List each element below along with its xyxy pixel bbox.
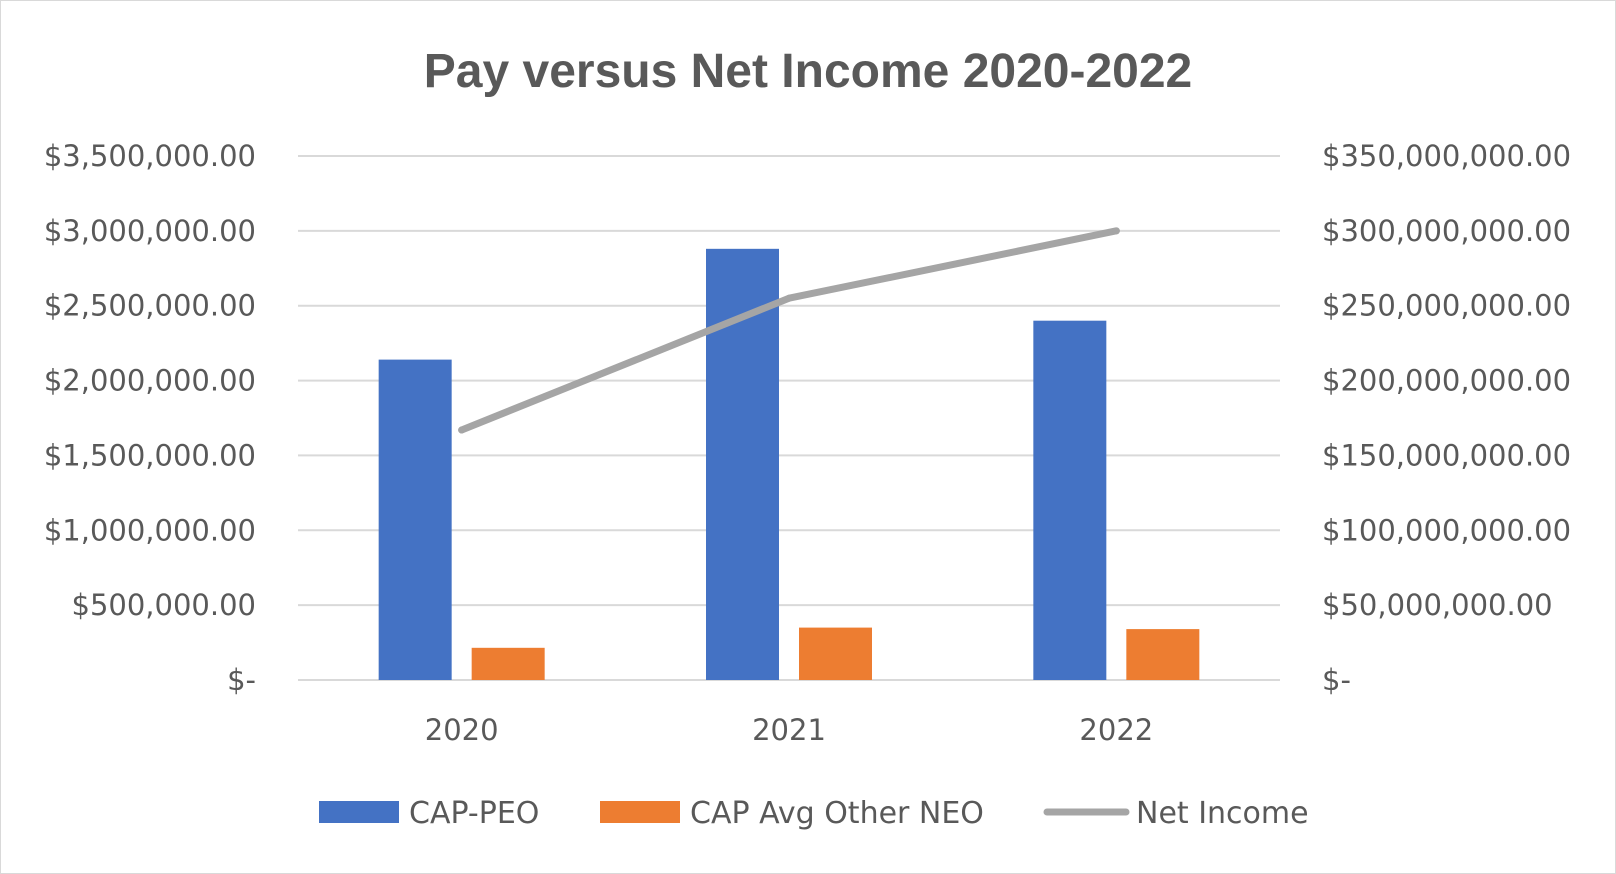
left-axis-tick-label: $3,500,000.00 [44,139,256,173]
left-axis-tick-label: $3,000,000.00 [44,214,256,248]
line-point-2020 [458,426,466,434]
bars [378,248,1200,680]
legend: CAP-PEO CAP Avg Other NEO Net Income [319,796,1309,831]
x-axis-ticks: 2020 2021 2022 [425,713,1153,747]
legend-key-cap-peo [319,801,399,823]
left-axis-tick-label: $500,000.00 [72,588,257,622]
left-axis-tick-label: $1,000,000.00 [44,513,256,547]
legend-label-cap-avg-other-neo: CAP Avg Other NEO [690,796,984,831]
right-axis-tick-label: $50,000,000.00 [1322,588,1553,622]
x-axis-tick-label: 2020 [425,713,499,747]
right-axis-tick-label: $100,000,000.00 [1322,513,1571,547]
right-axis-tick-label: $- [1322,663,1351,697]
left-axis-tick-label: $- [227,663,256,697]
left-axis-tick-label: $1,500,000.00 [44,438,256,472]
bar-cap-peo-2020 [378,359,452,680]
right-axis-tick-label: $350,000,000.00 [1322,139,1571,173]
bar-cap-avg-other-neo-2020 [471,647,545,680]
line-net-income [458,227,1120,434]
legend-key-cap-avg-other-neo [600,801,680,823]
right-axis-tick-label: $250,000,000.00 [1322,289,1571,323]
x-axis-tick-label: 2022 [1079,713,1153,747]
legend-label-net-income: Net Income [1136,796,1309,831]
left-axis-ticks: $- $500,000.00 $1,000,000.00 $1,500,000.00 $… [44,139,256,697]
right-axis-tick-label: $200,000,000.00 [1322,364,1571,398]
chart-title: Pay versus Net Income 2020-2022 [424,45,1192,98]
bar-cap-peo-2022 [1033,320,1107,680]
right-axis-tick-label: $150,000,000.00 [1322,438,1571,472]
right-axis-ticks: $- $50,000,000.00 $100,000,000.00 $150,000,… [1322,139,1571,697]
bar-cap-avg-other-neo-2022 [1126,629,1200,680]
left-axis-tick-label: $2,500,000.00 [44,289,256,323]
x-axis-tick-label: 2021 [752,713,826,747]
legend-label-cap-peo: CAP-PEO [409,796,539,831]
line-point-2022 [1112,227,1120,235]
left-axis-tick-label: $2,000,000.00 [44,364,256,398]
line-point-2021 [785,294,793,302]
line-series [458,227,1120,434]
right-axis-tick-label: $300,000,000.00 [1322,214,1571,248]
bar-cap-avg-other-neo-2021 [799,627,872,680]
